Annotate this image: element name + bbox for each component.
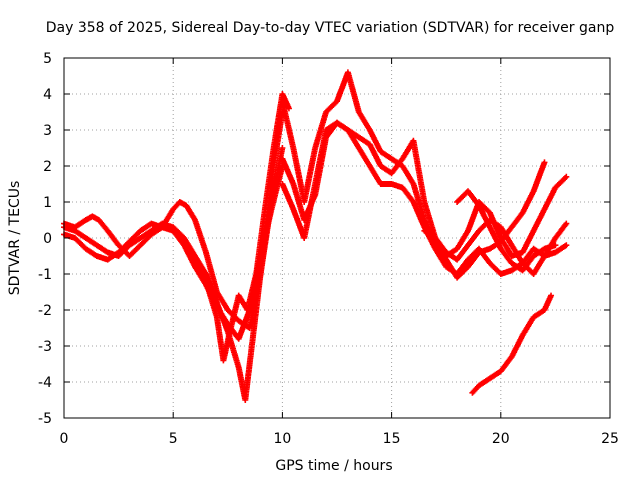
x-tick-label: 10 (273, 431, 291, 447)
y-tick-label: 1 (43, 195, 52, 211)
x-tick-label: 5 (169, 431, 178, 447)
chart-title: Day 358 of 2025, Sidereal Day-to-day VTE… (46, 20, 615, 36)
y-tick-label: 5 (43, 51, 52, 67)
x-tick-label: 20 (492, 431, 510, 447)
data-points (61, 69, 570, 403)
y-tick-label: -3 (38, 339, 52, 355)
series-track-j (469, 292, 555, 396)
data-marker-trace (181, 91, 292, 364)
x-tick-label: 15 (383, 431, 401, 447)
y-tick-label: -4 (38, 375, 52, 391)
data-marker-trace (421, 217, 570, 277)
y-tick-label: 4 (43, 87, 52, 103)
series-track-i (454, 188, 559, 274)
y-tick-label: -1 (38, 267, 52, 283)
axis-ticks: 0 5 10 15 20 25 -5 -4 -3 -2 -1 0 1 2 3 4 5 (38, 51, 619, 447)
grid-lines (64, 58, 610, 418)
x-tick-label: 0 (60, 431, 69, 447)
y-tick-label: 2 (43, 159, 52, 175)
y-axis-label: SDTVAR / TECUs (7, 181, 23, 296)
series-track-h (421, 217, 570, 277)
y-tick-label: 3 (43, 123, 52, 139)
y-tick-label: -2 (38, 303, 52, 319)
series-track-d (181, 91, 292, 364)
x-tick-label: 25 (601, 431, 619, 447)
data-marker-trace (454, 188, 559, 274)
data-marker-trace (469, 292, 555, 396)
x-axis-label: GPS time / hours (275, 458, 392, 474)
y-tick-label: 0 (43, 231, 52, 247)
y-tick-label: -5 (38, 411, 52, 427)
